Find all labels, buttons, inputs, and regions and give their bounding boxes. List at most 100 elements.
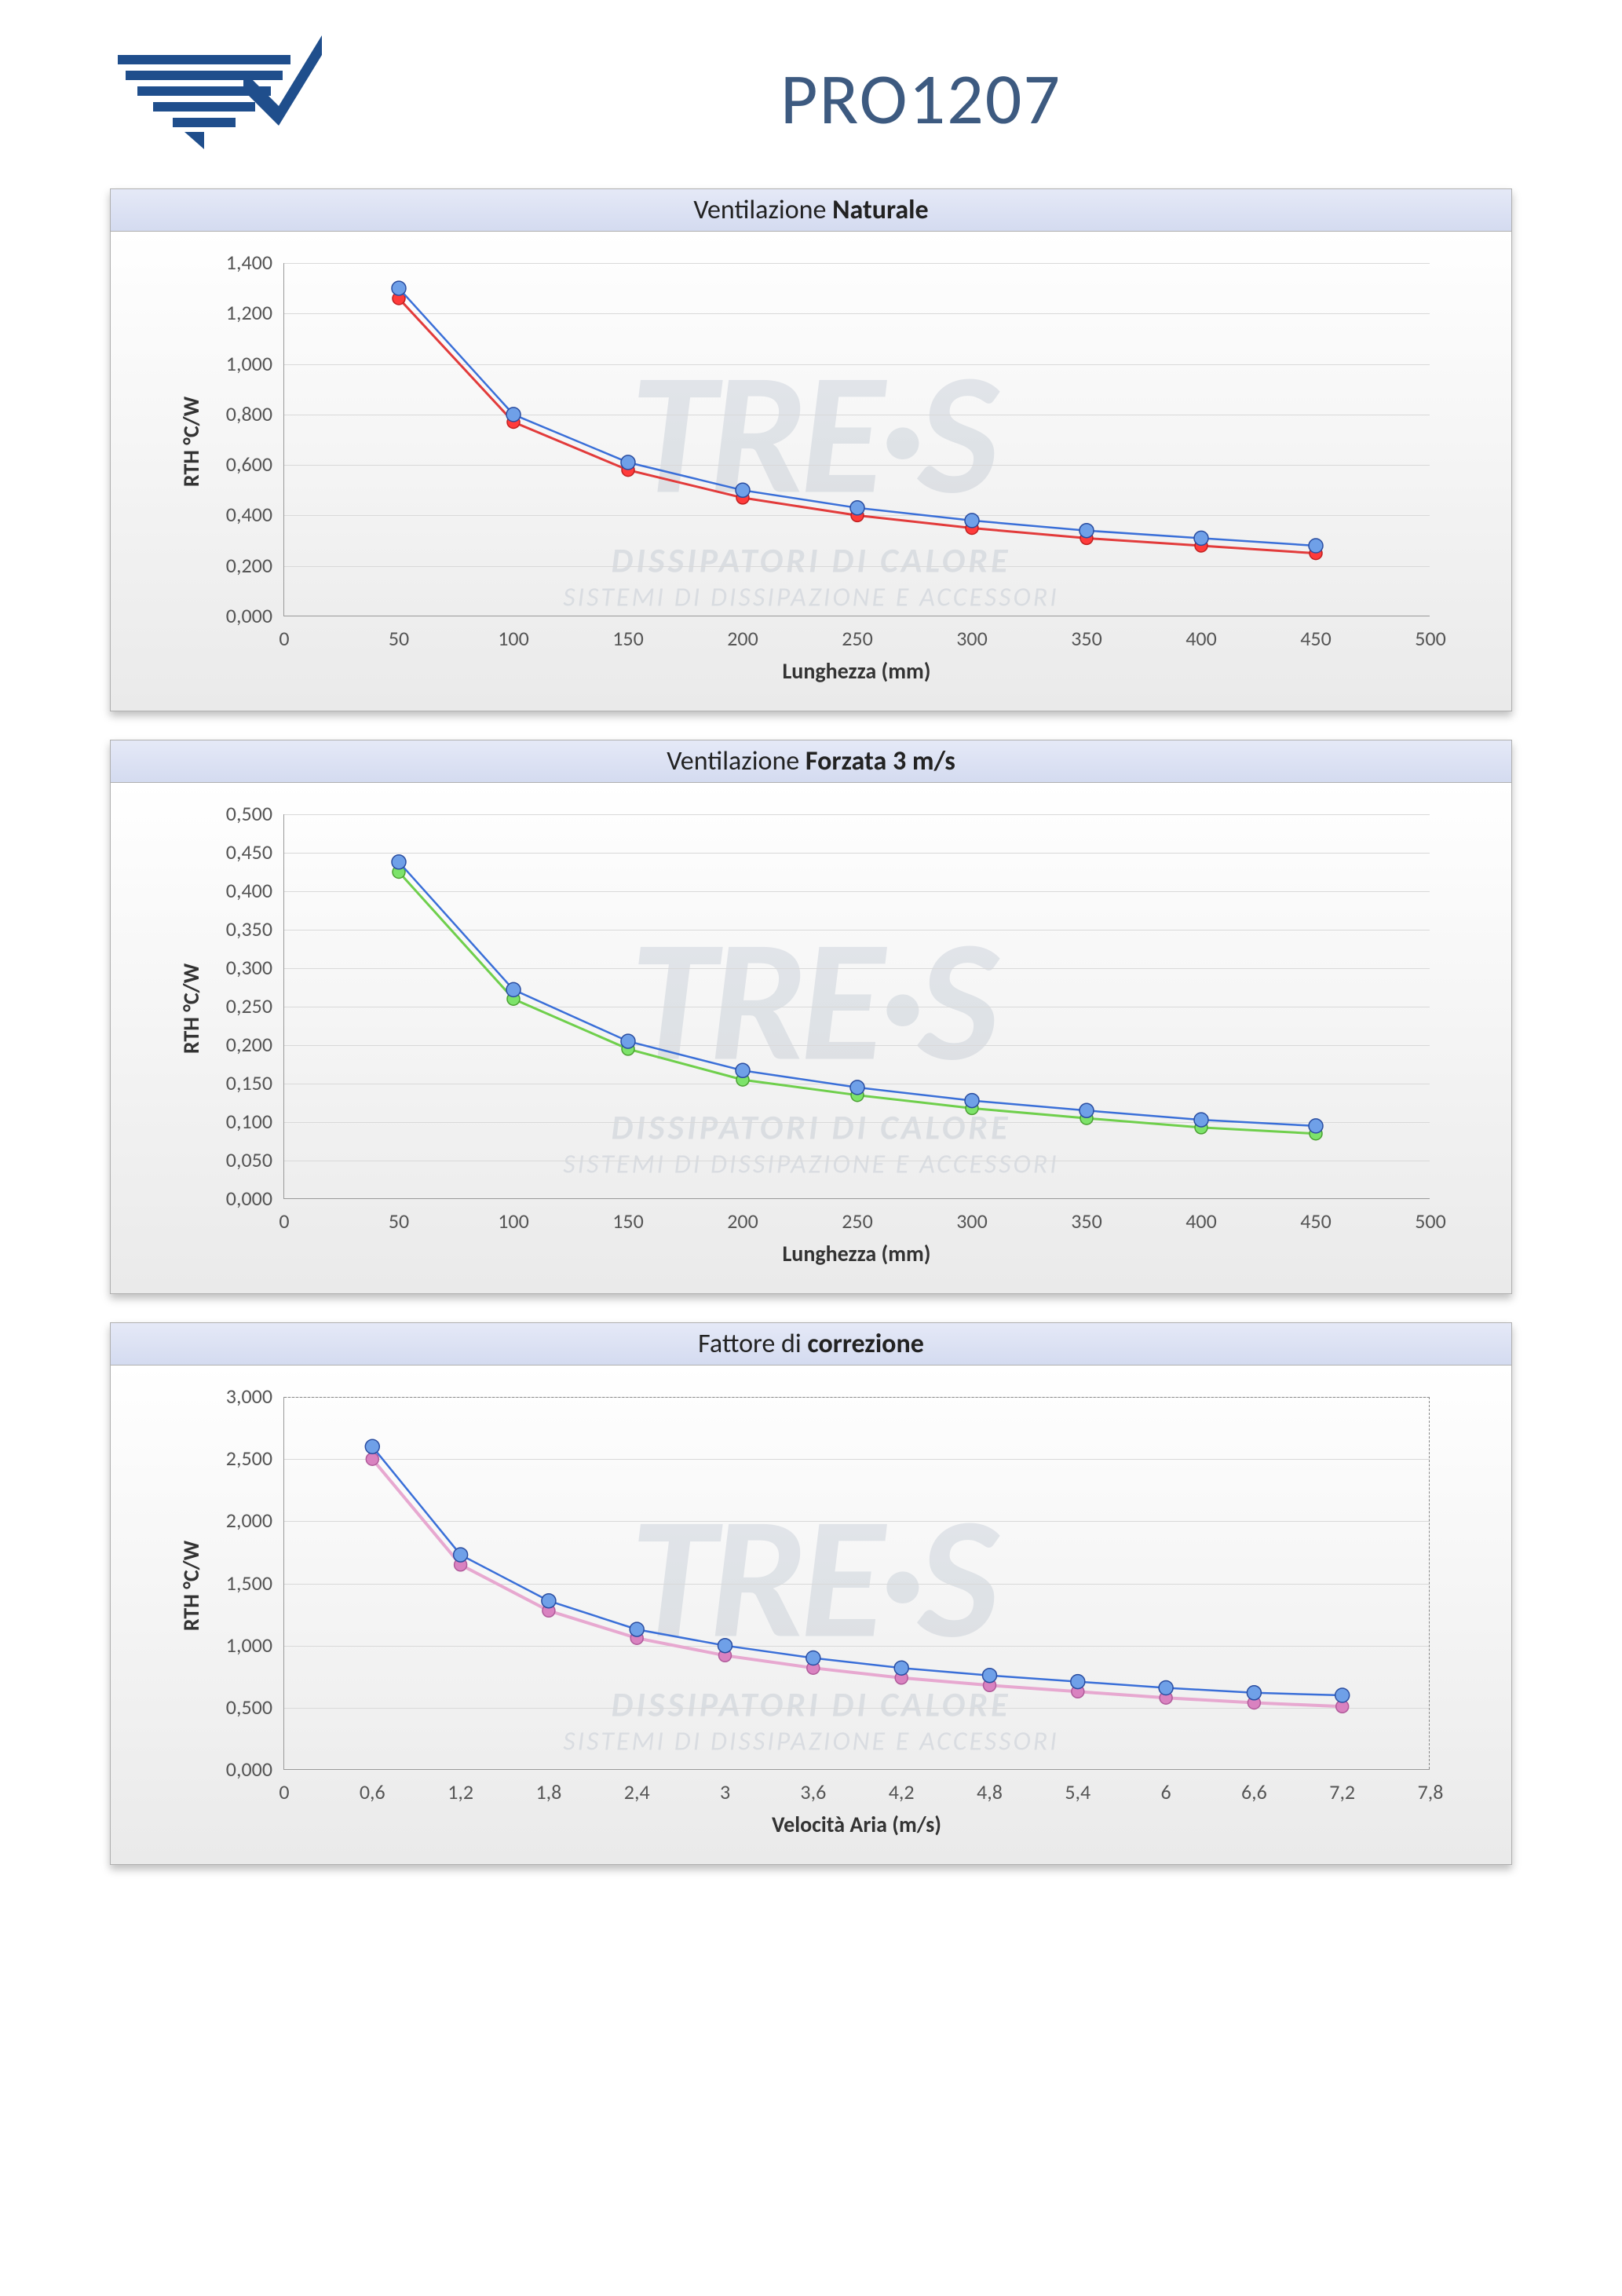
chart-title-pre: Ventilazione [693, 194, 832, 226]
x-tick-label: 100 [498, 1208, 529, 1234]
series-marker [1080, 1103, 1094, 1117]
series-marker [983, 1669, 997, 1683]
x-tick-label: 350 [1071, 1208, 1102, 1234]
x-axis-title: Lunghezza (mm) [782, 1240, 930, 1267]
series-marker [454, 1548, 468, 1562]
x-tick-label: 3,6 [800, 1779, 826, 1804]
series-marker [894, 1661, 908, 1675]
chart-title: Ventilazione Naturale [111, 189, 1511, 232]
x-tick-label: 150 [612, 1208, 644, 1234]
chart-correzione: Fattore di correzioneTRE·SDISSIPATORI DI… [110, 1322, 1512, 1865]
x-tick-label: 7,8 [1418, 1779, 1444, 1804]
x-axis-title: Lunghezza (mm) [782, 657, 930, 685]
chart-title-bold: Naturale [832, 194, 929, 226]
series-marker [630, 1622, 644, 1636]
x-tick-label: 6,6 [1241, 1779, 1267, 1804]
series-marker [1335, 1688, 1350, 1702]
series-marker [850, 501, 864, 515]
y-tick-label: 0,400 [186, 502, 272, 527]
y-tick-label: 0,500 [186, 801, 272, 826]
series-marker [1309, 539, 1323, 553]
y-tick-label: 0,000 [186, 1757, 272, 1782]
series-marker [736, 483, 750, 497]
series-marker [506, 982, 521, 996]
series-marker [542, 1594, 556, 1608]
x-tick-label: 100 [498, 626, 529, 651]
y-tick-label: 0,000 [186, 603, 272, 628]
x-tick-label: 450 [1300, 1208, 1332, 1234]
series-line [372, 1459, 1342, 1706]
series-marker [1194, 1113, 1208, 1127]
x-tick-label: 1,8 [536, 1779, 562, 1804]
series-marker [621, 1034, 635, 1048]
y-axis-title: RTH °C/W [177, 963, 205, 1054]
plot-area: 0,0000,5001,0001,5002,0002,5003,00000,61… [283, 1397, 1430, 1770]
x-tick-label: 250 [842, 1208, 873, 1234]
x-tick-label: 150 [612, 626, 644, 651]
chart-body: TRE·SDISSIPATORI DI CALORESISTEMI DI DIS… [111, 232, 1511, 711]
x-tick-label: 4,2 [889, 1779, 915, 1804]
y-tick-label: 0,000 [186, 1186, 272, 1211]
series-marker [621, 455, 635, 470]
x-tick-label: 0,6 [360, 1779, 385, 1804]
x-tick-label: 2,4 [624, 1779, 650, 1804]
x-tick-label: 300 [956, 1208, 988, 1234]
series-marker [1159, 1681, 1173, 1695]
series-marker [1194, 531, 1208, 545]
chart-title-bold: Forzata 3 m/s [806, 745, 955, 777]
x-tick-label: 500 [1415, 626, 1446, 651]
y-axis-title: RTH °C/W [177, 1540, 205, 1630]
y-tick-label: 1,400 [186, 250, 272, 275]
chart-svg [284, 814, 1430, 1199]
chart-svg [284, 263, 1430, 616]
x-tick-label: 6 [1160, 1779, 1171, 1804]
series-marker [736, 1063, 750, 1077]
series-marker [366, 1453, 378, 1465]
series-marker [850, 1080, 864, 1095]
series-marker [1247, 1686, 1261, 1700]
series-marker [1309, 1119, 1323, 1133]
series-marker [965, 1094, 979, 1108]
y-tick-label: 0,450 [186, 839, 272, 865]
y-tick-label: 2,000 [186, 1508, 272, 1533]
series-marker [506, 408, 521, 422]
x-tick-label: 400 [1185, 1208, 1217, 1234]
page-header: PRO1207 [110, 31, 1512, 165]
y-tick-label: 0,100 [186, 1109, 272, 1134]
y-tick-label: 1,000 [186, 351, 272, 376]
chart-naturale: Ventilazione NaturaleTRE·SDISSIPATORI DI… [110, 188, 1512, 711]
x-tick-label: 450 [1300, 626, 1332, 651]
x-tick-label: 50 [389, 626, 409, 651]
x-tick-label: 0 [279, 1779, 289, 1804]
x-tick-label: 400 [1185, 626, 1217, 651]
y-tick-label: 0,150 [186, 1070, 272, 1095]
y-tick-label: 0,200 [186, 553, 272, 578]
x-tick-label: 4,8 [977, 1779, 1003, 1804]
chart-body: TRE·SDISSIPATORI DI CALORESISTEMI DI DIS… [111, 1366, 1511, 1864]
plot-area: 0,0000,0500,1000,1500,2000,2500,3000,350… [283, 814, 1430, 1199]
product-code: PRO1207 [330, 54, 1512, 143]
chart-title: Ventilazione Forzata 3 m/s [111, 740, 1511, 783]
y-tick-label: 0,500 [186, 1695, 272, 1720]
chart-forzata: Ventilazione Forzata 3 m/sTRE·SDISSIPATO… [110, 740, 1512, 1294]
series-marker [392, 281, 406, 295]
chart-title: Fattore di correzione [111, 1323, 1511, 1366]
series-marker [392, 855, 406, 869]
company-logo [110, 31, 330, 165]
x-tick-label: 500 [1415, 1208, 1446, 1234]
series-line [372, 1446, 1342, 1695]
series-marker [806, 1651, 820, 1665]
x-tick-label: 200 [727, 626, 758, 651]
y-tick-label: 0,350 [186, 916, 272, 941]
y-tick-label: 0,400 [186, 878, 272, 903]
series-marker [965, 514, 979, 528]
y-axis-title: RTH °C/W [177, 397, 205, 487]
series-marker [1080, 524, 1094, 538]
logo-check-icon [243, 35, 322, 126]
x-tick-label: 300 [956, 626, 988, 651]
chart-body: TRE·SDISSIPATORI DI CALORESISTEMI DI DIS… [111, 783, 1511, 1293]
series-marker [365, 1439, 379, 1453]
x-tick-label: 3 [720, 1779, 730, 1804]
y-tick-label: 2,500 [186, 1446, 272, 1471]
x-tick-label: 350 [1071, 626, 1102, 651]
